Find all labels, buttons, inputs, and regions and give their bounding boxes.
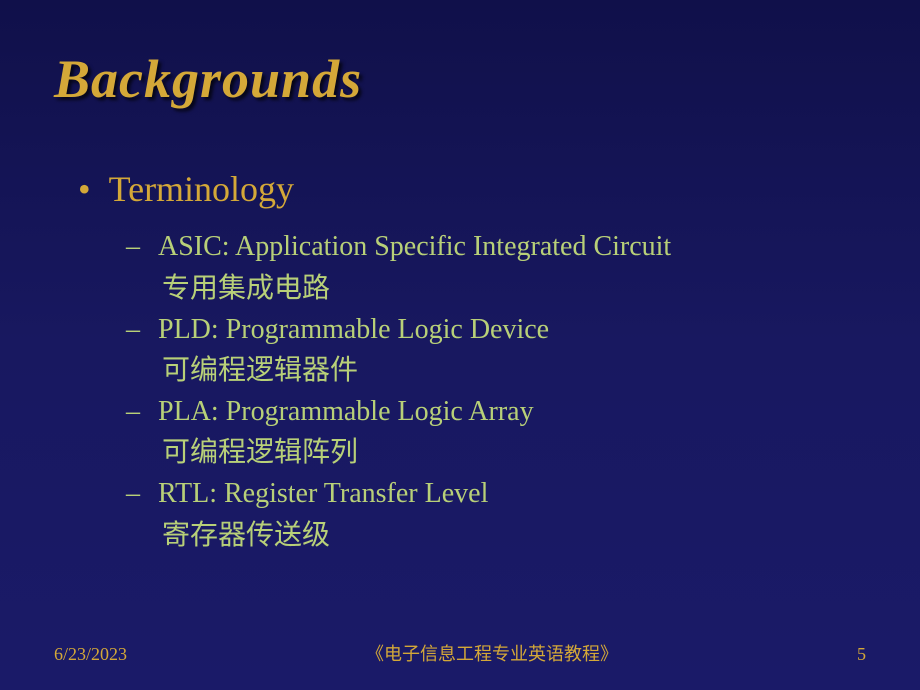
term-item: – PLD: Programmable Logic Device [126,312,860,348]
term-translation: 寄存器传送级 [126,515,860,557]
dash-icon: – [126,476,140,512]
bullet-terminology: • Terminology [78,168,860,211]
term-item: – PLA: Programmable Logic Array [126,394,860,430]
slide-title: Backgrounds [54,48,362,110]
term-item: – RTL: Register Transfer Level [126,476,860,512]
dash-icon: – [126,394,140,430]
term-translation: 可编程逻辑阵列 [126,432,860,474]
slide-content: • Terminology – ASIC: Application Specif… [78,168,860,559]
footer-page-number: 5 [857,644,866,665]
term-translation: 可编程逻辑器件 [126,350,860,392]
footer-date: 6/23/2023 [54,644,127,665]
term-text: PLA: Programmable Logic Array [158,394,534,430]
dash-icon: – [126,312,140,348]
bullet-dot-icon: • [78,171,91,207]
footer-title: 《电子信息工程专业英语教程》 [366,640,618,666]
term-text: RTL: Register Transfer Level [158,476,488,512]
bullet-text: Terminology [109,168,294,211]
term-translation: 专用集成电路 [126,268,860,310]
slide-footer: 6/23/2023 《电子信息工程专业英语教程》 5 [0,640,920,666]
term-item: – ASIC: Application Specific Integrated … [126,229,860,265]
term-text: PLD: Programmable Logic Device [158,312,549,348]
term-text: ASIC: Application Specific Integrated Ci… [158,229,671,265]
dash-icon: – [126,229,140,265]
